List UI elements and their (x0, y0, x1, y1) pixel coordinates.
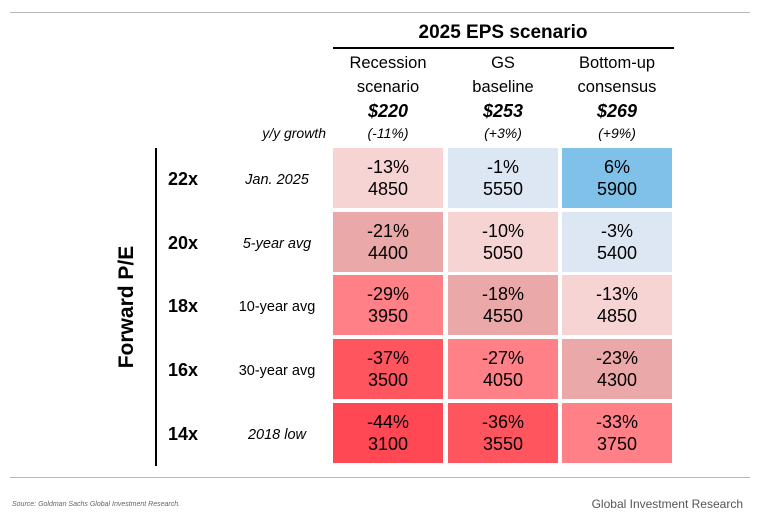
table-cell: -21% 4400 (333, 212, 443, 272)
row-axis-label: Forward P/E (115, 245, 138, 369)
table-cell: -37% 3500 (333, 339, 443, 399)
column-eps: $220 (367, 101, 409, 121)
table-cell: -33% 3750 (562, 403, 672, 463)
column-name-line2: scenario (356, 78, 420, 96)
cell-index-level: 3750 (596, 434, 638, 454)
cell-percent-change: -37% (366, 348, 410, 368)
column-growth: (-11%) (367, 125, 409, 141)
row-multiple: 14x (168, 424, 199, 444)
column-name-line2: consensus (577, 78, 657, 96)
title-underline (333, 47, 674, 49)
cell-index-level: 4850 (596, 306, 638, 326)
row-multiple: 22x (168, 169, 199, 189)
cell-percent-change: 6% (603, 157, 630, 177)
cell-percent-change: -13% (595, 284, 639, 304)
column-growth: (+3%) (484, 125, 522, 141)
column-eps: $269 (596, 101, 638, 121)
cell-percent-change: -44% (366, 412, 410, 432)
source-note: Source: Goldman Sachs Global Investment … (12, 501, 181, 508)
column-header-baseline: GS baseline $253 (448, 51, 558, 123)
table-cell: -23% 4300 (562, 339, 672, 399)
cell-index-level: 4850 (367, 179, 409, 199)
cell-percent-change: -1% (486, 157, 519, 177)
column-header-consensus: Bottom-up consensus $269 (562, 51, 672, 123)
cell-index-level: 3950 (367, 306, 409, 326)
column-name-line2: baseline (472, 78, 534, 96)
row-label: 2018 low (247, 427, 307, 443)
cell-index-level: 3500 (367, 370, 409, 390)
column-name-line1: Bottom-up (578, 54, 656, 72)
cell-percent-change: -10% (481, 221, 525, 241)
row-axis-line (155, 148, 157, 466)
row-multiple: 20x (168, 233, 199, 253)
table-cell: 6% 5900 (562, 148, 672, 208)
cell-index-level: 3550 (482, 434, 524, 454)
cell-percent-change: -29% (366, 284, 410, 304)
table-cell: -10% 5050 (448, 212, 558, 272)
cell-percent-change: -23% (595, 348, 639, 368)
row-multiple: 16x (168, 360, 199, 380)
cell-index-level: 4050 (482, 370, 524, 390)
cell-index-level: 5550 (482, 179, 524, 199)
table-cell: -44% 3100 (333, 403, 443, 463)
table-cell: -3% 5400 (562, 212, 672, 272)
table-cell: -27% 4050 (448, 339, 558, 399)
column-name-line1: GS (491, 54, 515, 72)
brand-label: Global Investment Research (591, 497, 743, 511)
table-cell: -13% 4850 (333, 148, 443, 208)
cell-index-level: 4300 (596, 370, 638, 390)
cell-index-level: 4550 (482, 306, 524, 326)
column-header-recession: Recession scenario $220 (333, 51, 443, 123)
column-growth: (+9%) (598, 125, 636, 141)
cell-percent-change: -36% (481, 412, 525, 432)
cell-index-level: 5050 (482, 243, 524, 263)
table-cell: -29% 3950 (333, 275, 443, 335)
cell-percent-change: -33% (595, 412, 639, 432)
row-label: 30-year avg (238, 363, 316, 379)
row-multiple: 18x (168, 296, 199, 316)
cell-percent-change: -3% (600, 221, 633, 241)
cell-index-level: 4400 (367, 243, 409, 263)
column-eps: $253 (482, 101, 524, 121)
table-title: 2025 EPS scenario (418, 22, 588, 43)
cell-percent-change: -18% (481, 284, 525, 304)
top-rule (10, 12, 750, 13)
table-cell: -18% 4550 (448, 275, 558, 335)
cell-index-level: 5900 (596, 179, 638, 199)
cell-index-level: 3100 (367, 434, 409, 454)
growth-label: y/y growth (262, 125, 326, 141)
column-name-line1: Recession (349, 54, 427, 72)
cell-percent-change: -27% (481, 348, 525, 368)
row-label: Jan. 2025 (245, 172, 309, 188)
cell-index-level: 5400 (596, 243, 638, 263)
footer-rule (10, 477, 750, 478)
cell-percent-change: -21% (366, 221, 410, 241)
table-cell: -1% 5550 (448, 148, 558, 208)
table-cell: -36% 3550 (448, 403, 558, 463)
row-label: 5-year avg (242, 236, 312, 252)
cell-percent-change: -13% (366, 157, 410, 177)
table-cell: -13% 4850 (562, 275, 672, 335)
row-label: 10-year avg (238, 299, 316, 315)
